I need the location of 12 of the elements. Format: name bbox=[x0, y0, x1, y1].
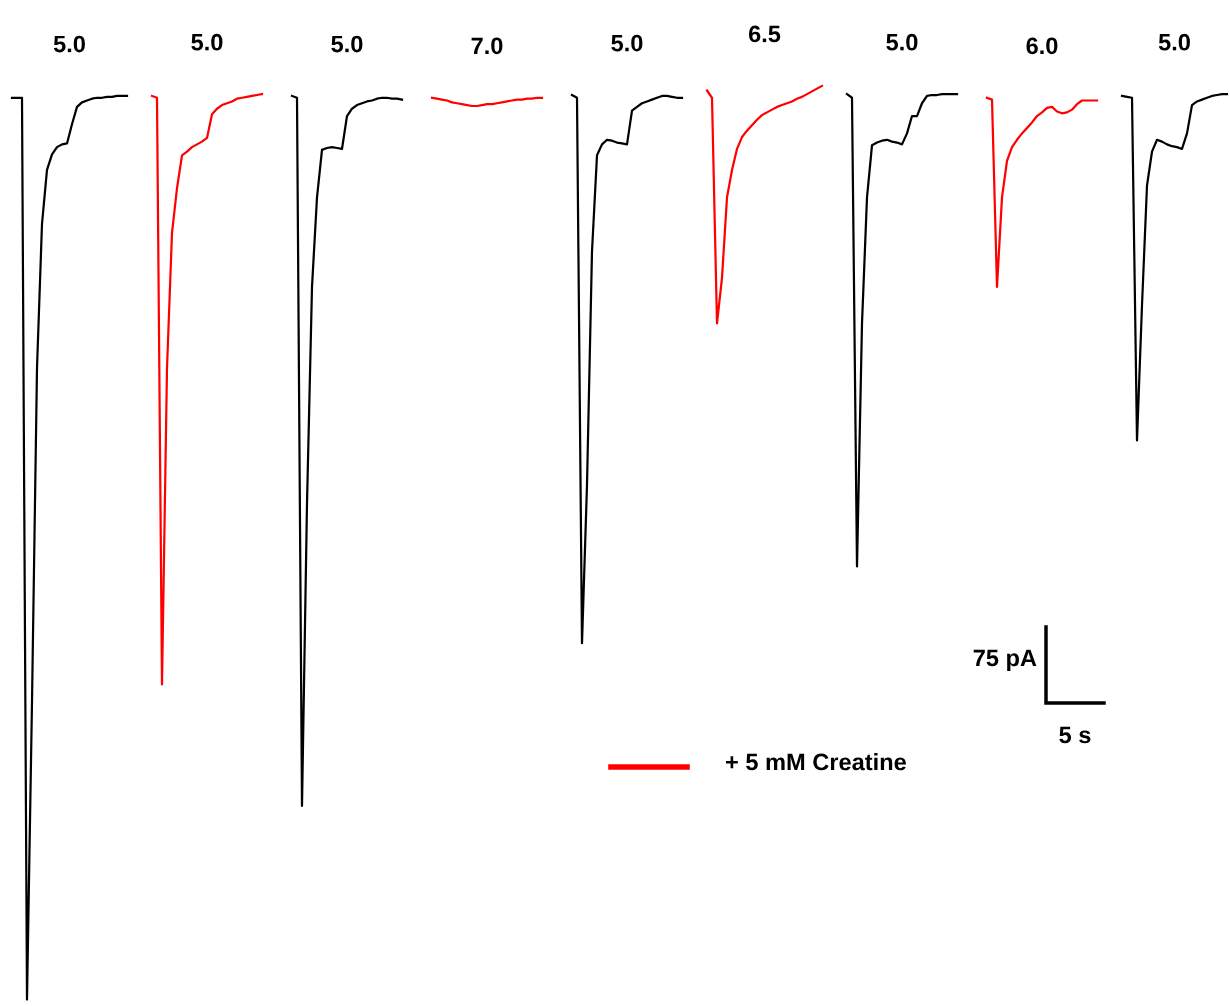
series-label: 5.0 bbox=[886, 33, 918, 51]
text: 5.0 bbox=[611, 34, 643, 52]
text: 5.0 bbox=[191, 33, 223, 51]
text: 5.0 bbox=[1158, 33, 1190, 51]
text: 7.0 bbox=[471, 37, 503, 55]
annotation: + 5 mM Creatine bbox=[725, 752, 906, 771]
text: 5.0 bbox=[331, 35, 363, 53]
text: 6.5 bbox=[748, 25, 781, 43]
series-label: 5.0 bbox=[53, 35, 85, 53]
text: 6.0 bbox=[1026, 37, 1058, 55]
annotation: 75 pA bbox=[973, 649, 1037, 672]
annotation: 5 s bbox=[1059, 726, 1091, 744]
